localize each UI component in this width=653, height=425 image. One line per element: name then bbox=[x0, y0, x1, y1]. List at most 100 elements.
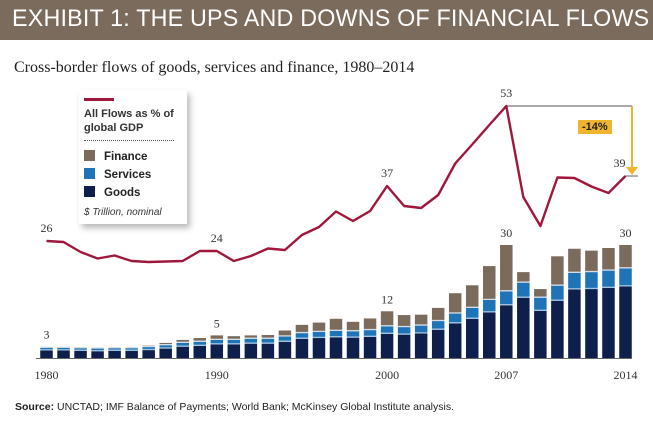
line-label-1980: 26 bbox=[41, 221, 53, 235]
x-tick-1980: 1980 bbox=[35, 368, 59, 382]
bar-finance-1997 bbox=[329, 318, 343, 330]
bar-finance-2004 bbox=[448, 293, 462, 313]
bar-separator bbox=[227, 343, 241, 345]
bar-separator bbox=[57, 349, 70, 351]
bar-services-1993 bbox=[261, 338, 275, 343]
legend-unit-note: $ Trillion, nominal bbox=[84, 207, 162, 218]
bar-services-1988 bbox=[176, 342, 189, 346]
bar-goods-1995 bbox=[295, 338, 309, 358]
bar-services-2000 bbox=[380, 326, 394, 333]
bar-services-2003 bbox=[431, 321, 445, 329]
bar-separator bbox=[483, 298, 496, 300]
legend-label: Goods bbox=[104, 187, 141, 199]
bar-goods-1982 bbox=[74, 350, 87, 358]
bar-separator bbox=[91, 350, 104, 352]
bar-separator bbox=[57, 346, 70, 348]
bar-separator bbox=[244, 342, 258, 344]
bar-goods-2005 bbox=[465, 318, 479, 358]
bar-separator bbox=[448, 312, 462, 314]
bar-services-1996 bbox=[312, 332, 326, 337]
legend-divider bbox=[84, 140, 174, 141]
bar-separator bbox=[619, 267, 632, 269]
bar-goods-1985 bbox=[125, 350, 138, 358]
bar-finance-2013 bbox=[602, 248, 615, 270]
legend-item-finance: Finance bbox=[84, 150, 147, 163]
bar-separator bbox=[329, 329, 343, 331]
bar-goods-1989 bbox=[193, 345, 207, 358]
x-tick-2007: 2007 bbox=[494, 368, 518, 382]
bar-goods-2009 bbox=[534, 310, 547, 358]
chart-subtitle: Cross-border flows of goods, services an… bbox=[14, 59, 415, 76]
bar-separator bbox=[602, 286, 615, 288]
bar-separator bbox=[465, 306, 479, 308]
bar-services-1998 bbox=[346, 331, 360, 337]
bar-goods-2008 bbox=[517, 297, 530, 358]
bar-separator bbox=[500, 304, 513, 306]
bar-services-2012 bbox=[585, 272, 598, 288]
gdp-share-line bbox=[46, 104, 627, 264]
bar-separator bbox=[551, 284, 564, 286]
bar-separator bbox=[397, 325, 411, 328]
bar-services-2001 bbox=[397, 327, 411, 334]
bar-finance-1987 bbox=[159, 342, 172, 344]
bar-separator bbox=[534, 296, 547, 298]
bar-separator bbox=[380, 332, 394, 334]
bar-goods-1984 bbox=[108, 350, 121, 358]
bar-separator bbox=[125, 347, 138, 349]
bar-goods-1986 bbox=[142, 350, 155, 358]
bar-finance-1999 bbox=[363, 318, 377, 329]
bar-services-1995 bbox=[295, 333, 309, 338]
exhibit-title: EXHIBIT 1: THE UPS AND DOWNS OF FINANCIA… bbox=[12, 5, 650, 32]
bar-goods-1998 bbox=[346, 337, 360, 358]
bar-services-1992 bbox=[244, 338, 258, 343]
bar-separator bbox=[329, 336, 343, 338]
bar-finance-2007 bbox=[500, 245, 513, 291]
bar-services-1991 bbox=[227, 339, 241, 344]
bar-separator bbox=[278, 340, 292, 342]
bar-goods-2012 bbox=[585, 289, 598, 358]
bar-finance-1998 bbox=[346, 321, 360, 331]
bar-finance-1989 bbox=[193, 338, 207, 341]
bar-separator bbox=[517, 281, 530, 283]
bar-goods-1996 bbox=[312, 338, 326, 358]
bar-finance-1992 bbox=[244, 335, 258, 338]
x-tick-labels: 1980 1990 2000 2007 2014 bbox=[35, 368, 638, 382]
bar-separator bbox=[142, 345, 155, 348]
source-label: Source: bbox=[15, 401, 55, 413]
bar-goods-1981 bbox=[57, 350, 70, 358]
bar-services-1981 bbox=[57, 347, 70, 350]
bar-services-1994 bbox=[278, 336, 292, 341]
bar-separator bbox=[500, 290, 513, 292]
bar-services-1999 bbox=[363, 330, 377, 336]
bar-finance-1988 bbox=[176, 339, 189, 342]
bar-services-2010 bbox=[551, 285, 564, 300]
bar-goods-2013 bbox=[602, 287, 615, 358]
bar-total-label-1980: 3 bbox=[44, 328, 50, 342]
bar-separator bbox=[40, 346, 53, 348]
bar-services-2007 bbox=[500, 291, 513, 305]
bar-separator bbox=[108, 347, 121, 349]
bar-separator bbox=[585, 287, 598, 290]
bar-services-2005 bbox=[465, 307, 479, 318]
change-annotation bbox=[506, 105, 638, 177]
bar-group bbox=[40, 245, 632, 358]
bar-goods-1988 bbox=[176, 346, 189, 358]
legend-line-swatch bbox=[84, 98, 114, 101]
bar-separator bbox=[431, 319, 445, 322]
bar-goods-2006 bbox=[483, 312, 496, 358]
bar-goods-1987 bbox=[159, 348, 172, 358]
bar-separator bbox=[74, 347, 87, 349]
bar-total-label-2014: 30 bbox=[620, 226, 632, 240]
bar-services-1985 bbox=[125, 348, 138, 350]
bar-separator bbox=[142, 348, 155, 351]
bar-separator bbox=[108, 349, 121, 351]
data-labels: 3 5 12 30 30 26 24 37 53 39 bbox=[41, 86, 632, 342]
bar-services-2008 bbox=[517, 282, 530, 297]
bar-goods-2004 bbox=[448, 323, 462, 358]
bar-separator bbox=[431, 328, 445, 330]
bar-services-1987 bbox=[159, 345, 172, 348]
bar-goods-1992 bbox=[244, 343, 258, 358]
bar-separator bbox=[193, 340, 207, 342]
bar-separator bbox=[397, 333, 411, 335]
bar-separator bbox=[176, 341, 189, 343]
